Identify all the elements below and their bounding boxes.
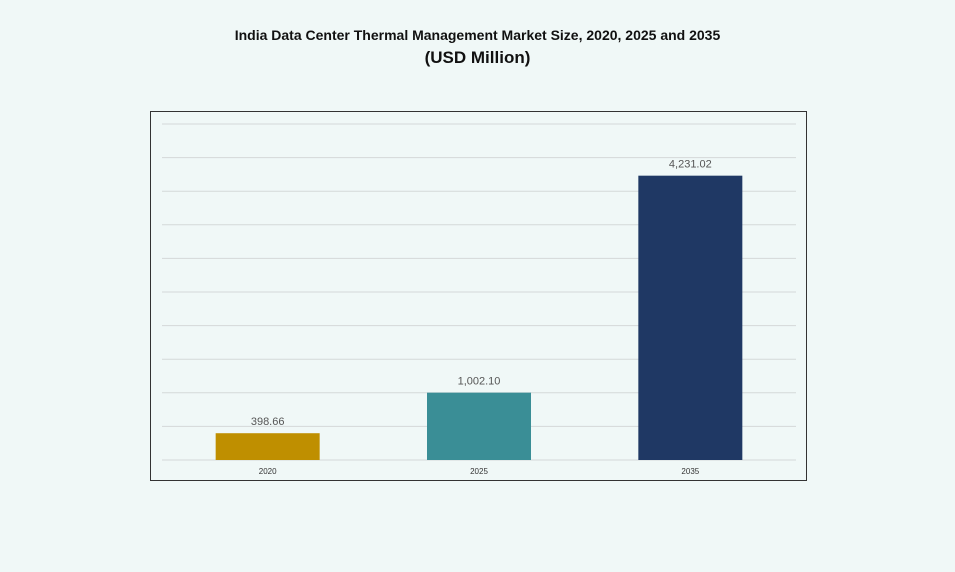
chart-title: India Data Center Thermal Management Mar… bbox=[234, 27, 721, 43]
data-label-2020: 398.66 bbox=[251, 416, 285, 428]
x-tick-label-2025: 2025 bbox=[470, 467, 488, 476]
chart-frame bbox=[150, 111, 807, 481]
x-tick-label-2020: 2020 bbox=[259, 467, 277, 476]
x-tick-label-2035: 2035 bbox=[681, 467, 699, 476]
bar-2025 bbox=[427, 392, 531, 460]
data-label-2035: 4,231.02 bbox=[669, 159, 712, 171]
chart-subtitle: (USD Million) bbox=[424, 48, 531, 67]
data-label-2025: 1,002.10 bbox=[458, 376, 501, 388]
bar-2020 bbox=[215, 433, 320, 460]
bar-2035 bbox=[638, 175, 743, 460]
